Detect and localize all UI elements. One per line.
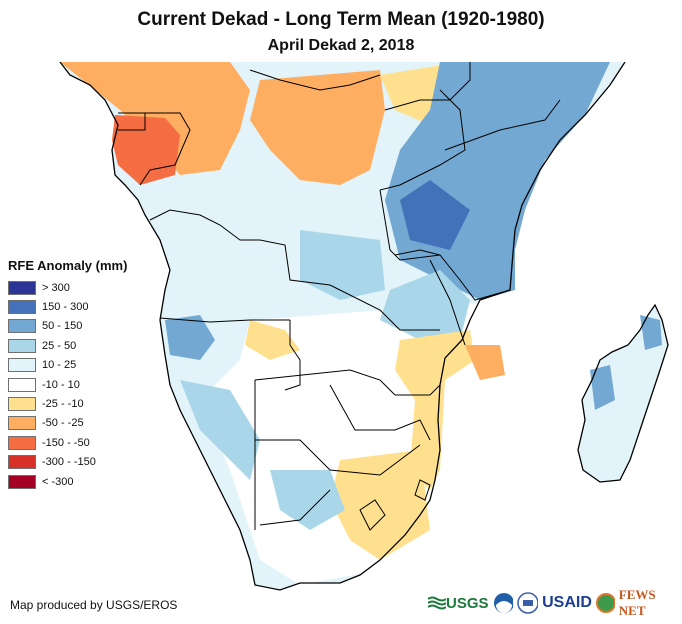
anomaly-blobs <box>60 62 662 585</box>
legend-item: 25 - 50 <box>8 336 127 355</box>
usaid-logo: USAID <box>542 594 592 611</box>
legend-label: 50 - 150 <box>42 320 83 333</box>
legend-item: -300 - -150 <box>8 453 127 472</box>
legend-item: > 300 <box>8 278 127 297</box>
legend-label: 10 - 25 <box>42 359 77 372</box>
legend-label: -50 - -25 <box>42 417 84 430</box>
legend-item: -25 - -10 <box>8 394 127 413</box>
legend: RFE Anomaly (mm) > 300 150 - 300 50 - 150 2… <box>8 258 127 491</box>
legend-swatch <box>8 377 36 392</box>
logo-strip: USGS USAID FEWS NET <box>428 587 682 618</box>
map-title: Current Dekad - Long Term Mean (1920-198… <box>137 9 545 30</box>
legend-swatch <box>8 455 36 470</box>
legend-title: RFE Anomaly (mm) <box>8 258 128 273</box>
legend-label: > 300 <box>42 281 70 294</box>
legend-swatch <box>8 474 36 489</box>
legend-item: -10 - 10 <box>8 375 127 394</box>
anomaly-map <box>59 62 669 591</box>
legend-item: 150 - 300 <box>8 297 127 316</box>
country-borders <box>59 62 669 591</box>
legend-swatch <box>8 435 36 450</box>
legend-swatch <box>8 358 36 373</box>
legend-label: -25 - -10 <box>42 398 84 411</box>
legend-label: < -300 <box>42 475 74 488</box>
fewsnet-logo: FEWS NET <box>618 587 656 618</box>
madagascar-coast <box>577 303 669 483</box>
legend-swatch <box>8 319 36 334</box>
usaid-seal-icon <box>517 592 539 614</box>
legend-swatch <box>8 300 36 315</box>
legend-swatch <box>8 416 36 431</box>
legend-swatch <box>8 280 36 295</box>
noaa-icon <box>493 593 514 613</box>
coastline <box>59 62 626 591</box>
legend-item: < -300 <box>8 472 127 491</box>
legend-swatch <box>8 338 36 353</box>
usgs-logo: USGS <box>428 595 489 612</box>
legend-label: -10 - 10 <box>42 378 80 391</box>
legend-label: 25 - 50 <box>42 339 77 352</box>
legend-item: -150 - -50 <box>8 433 127 452</box>
legend-item: -50 - -25 <box>8 414 127 433</box>
credit-text: Map produced by USGS/EROS <box>10 598 178 612</box>
legend-item: 50 - 150 <box>8 317 127 336</box>
legend-swatch <box>8 397 36 412</box>
usgs-wave-icon <box>428 596 446 610</box>
legend-item: 10 - 25 <box>8 356 127 375</box>
legend-label: 150 - 300 <box>42 301 89 314</box>
legend-label: -300 - -150 <box>42 456 96 469</box>
legend-label: -150 - -50 <box>42 436 90 449</box>
map-subtitle: April Dekad 2, 2018 <box>267 37 415 54</box>
fewsnet-globe-icon <box>595 593 615 613</box>
